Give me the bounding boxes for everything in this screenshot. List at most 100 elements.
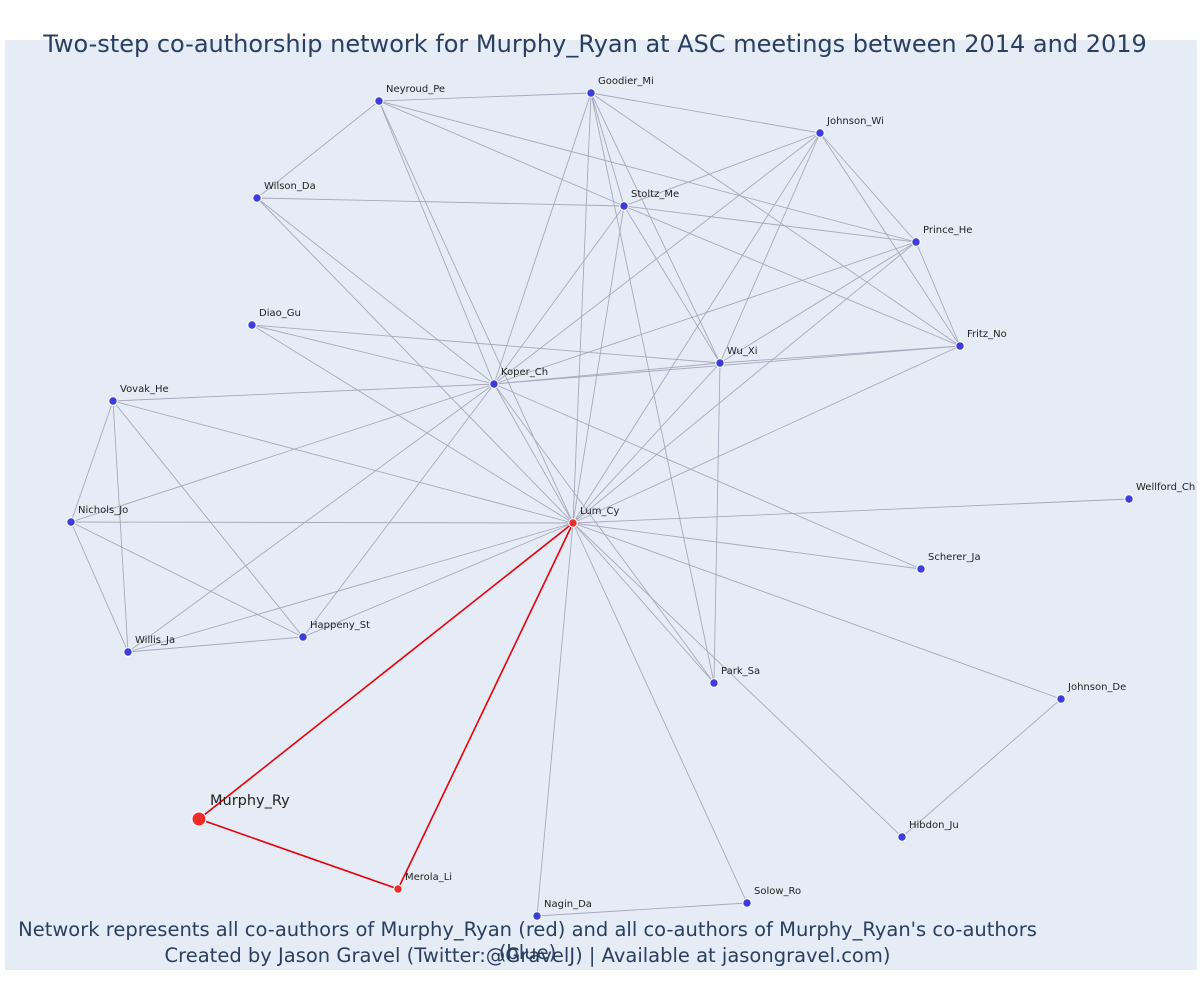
edge-diao-gu-koper-ch xyxy=(251,324,495,385)
edge-johnson-de-hibdon-ju xyxy=(901,698,1062,838)
edge-stoltz-me-koper-ch xyxy=(493,205,625,385)
node-label-vovak-he: Vovak_He xyxy=(120,384,169,395)
node-marker-stoltz-me[interactable] xyxy=(619,201,629,211)
node-prince-he[interactable]: Prince_He xyxy=(911,225,973,247)
node-marker-willis-ja[interactable] xyxy=(123,647,133,657)
edge-koper-ch-nichols-jo xyxy=(70,383,495,523)
node-marker-park-sa[interactable] xyxy=(709,678,719,688)
edge-wu-xi-koper-ch xyxy=(493,362,721,385)
node-hibdon-ju[interactable]: Hibdon_Ju xyxy=(897,820,959,842)
node-goodier-mi[interactable]: Goodier_Mi xyxy=(586,76,654,98)
edge-goodier-mi-johnson-wi xyxy=(590,92,821,134)
node-diao-gu[interactable]: Diao_Gu xyxy=(247,308,301,330)
node-marker-johnson-de[interactable] xyxy=(1056,694,1066,704)
edge-johnson-wi-wu-xi xyxy=(719,132,821,364)
edge-johnson-wi-koper-ch xyxy=(493,132,821,385)
node-marker-wilson-da[interactable] xyxy=(252,193,262,203)
node-marker-wu-xi[interactable] xyxy=(715,358,725,368)
edge-neyroud-pe-koper-ch xyxy=(378,100,495,385)
edge-lum-cy-nagin-da xyxy=(536,522,574,917)
node-label-stoltz-me: Stoltz_Me xyxy=(631,189,679,200)
node-marker-koper-ch[interactable] xyxy=(489,379,499,389)
node-park-sa[interactable]: Park_Sa xyxy=(709,666,760,688)
node-label-prince-he: Prince_He xyxy=(923,225,972,236)
node-marker-nagin-da[interactable] xyxy=(532,911,542,921)
node-marker-solow-ro[interactable] xyxy=(742,898,752,908)
node-fritz-no[interactable]: Fritz_No xyxy=(955,329,1007,351)
edge-goodier-mi-wu-xi xyxy=(590,92,721,364)
edge-lum-cy-goodier-mi xyxy=(572,92,592,524)
node-marker-johnson-wi[interactable] xyxy=(815,128,825,138)
node-happeny-st[interactable]: Happeny_St xyxy=(298,620,370,642)
edge-fritz-no-koper-ch xyxy=(493,345,961,385)
node-label-solow-ro: Solow_Ro xyxy=(754,886,801,897)
node-marker-diao-gu[interactable] xyxy=(247,320,257,330)
node-stoltz-me[interactable]: Stoltz_Me xyxy=(619,189,679,211)
edge-neyroud-pe-stoltz-me xyxy=(378,100,625,207)
edge-lum-cy-wu-xi xyxy=(572,362,721,524)
nodes-layer: Murphy_Ry Lum_Cy Merola_Li Neyroud_Pe Goodie… xyxy=(66,76,1195,921)
edge-wilson-da-koper-ch xyxy=(256,197,495,385)
node-vovak-he[interactable]: Vovak_He xyxy=(108,384,169,406)
node-wu-xi[interactable]: Wu_Xi xyxy=(715,346,758,368)
node-koper-ch[interactable]: Koper_Ch xyxy=(489,367,548,389)
edge-neyroud-pe-goodier-mi xyxy=(378,92,592,102)
node-wilson-da[interactable]: Wilson_Da xyxy=(252,181,316,203)
node-marker-goodier-mi[interactable] xyxy=(586,88,596,98)
node-label-fritz-no: Fritz_No xyxy=(967,329,1007,340)
edge-stoltz-me-wu-xi xyxy=(623,205,721,364)
caption-line-2: Created by Jason Gravel (Twitter:@Gravel… xyxy=(164,944,891,967)
node-label-park-sa: Park_Sa xyxy=(721,666,760,677)
node-marker-prince-he[interactable] xyxy=(911,237,921,247)
node-label-nichols-jo: Nichols_Jo xyxy=(78,505,128,516)
edges-layer xyxy=(70,92,1130,917)
edge-goodier-mi-koper-ch xyxy=(493,92,592,385)
node-label-goodier-mi: Goodier_Mi xyxy=(598,76,654,87)
node-marker-wellford-ch[interactable] xyxy=(1124,494,1134,504)
node-wellford-ch[interactable]: Wellford_Ch xyxy=(1124,482,1195,504)
edge-goodier-mi-fritz-no xyxy=(590,92,961,347)
node-lum-cy[interactable]: Lum_Cy xyxy=(568,506,620,528)
node-willis-ja[interactable]: Willis_Ja xyxy=(123,635,175,657)
node-label-hibdon-ju: Hibdon_Ju xyxy=(909,820,959,831)
node-marker-neyroud-pe[interactable] xyxy=(374,96,384,106)
node-marker-vovak-he[interactable] xyxy=(108,396,118,406)
node-label-wu-xi: Wu_Xi xyxy=(727,346,758,357)
node-marker-lum-cy[interactable] xyxy=(568,518,578,528)
node-marker-nichols-jo[interactable] xyxy=(66,517,76,527)
edge-koper-ch-willis-ja xyxy=(127,383,495,653)
edge-lum-cy-johnson-de xyxy=(572,522,1062,700)
node-marker-fritz-no[interactable] xyxy=(955,341,965,351)
node-marker-hibdon-ju[interactable] xyxy=(897,832,907,842)
node-merola-li[interactable]: Merola_Li xyxy=(393,872,452,894)
node-label-johnson-de: Johnson_De xyxy=(1067,682,1126,693)
node-johnson-de[interactable]: Johnson_De xyxy=(1056,682,1126,704)
node-marker-scherer-ja[interactable] xyxy=(916,564,926,574)
edge-happeny-st-willis-ja xyxy=(127,636,304,653)
edge-goodier-mi-park-sa xyxy=(590,92,715,684)
edge-murphy-ry-lum-cy xyxy=(198,522,574,820)
node-marker-happeny-st[interactable] xyxy=(298,632,308,642)
node-neyroud-pe[interactable]: Neyroud_Pe xyxy=(374,84,445,106)
edge-lum-cy-diao-gu xyxy=(251,324,574,524)
node-label-neyroud-pe: Neyroud_Pe xyxy=(386,84,445,95)
edge-vovak-he-nichols-jo xyxy=(70,400,114,523)
node-solow-ro[interactable]: Solow_Ro xyxy=(742,886,801,908)
node-nichols-jo[interactable]: Nichols_Jo xyxy=(66,505,128,527)
edge-lum-cy-fritz-no xyxy=(572,345,961,524)
edge-nichols-jo-happeny-st xyxy=(70,521,304,638)
node-label-koper-ch: Koper_Ch xyxy=(501,367,548,378)
node-nagin-da[interactable]: Nagin_Da xyxy=(532,899,592,921)
edge-vovak-he-willis-ja xyxy=(112,400,129,653)
node-label-johnson-wi: Johnson_Wi xyxy=(826,116,884,127)
node-marker-murphy-ry[interactable] xyxy=(191,811,207,827)
node-marker-merola-li[interactable] xyxy=(393,884,403,894)
edge-merola-li-lum-cy xyxy=(397,522,574,890)
node-johnson-wi[interactable]: Johnson_Wi xyxy=(815,116,884,138)
node-scherer-ja[interactable]: Scherer_Ja xyxy=(916,552,981,574)
chart-title: Two-step co-authorship network for Murph… xyxy=(43,30,1147,58)
edge-prince-he-koper-ch xyxy=(493,241,917,385)
edge-stoltz-me-prince-he xyxy=(623,205,917,243)
node-murphy-ry[interactable]: Murphy_Ry xyxy=(191,793,290,827)
edge-lum-cy-stoltz-me xyxy=(572,205,625,524)
